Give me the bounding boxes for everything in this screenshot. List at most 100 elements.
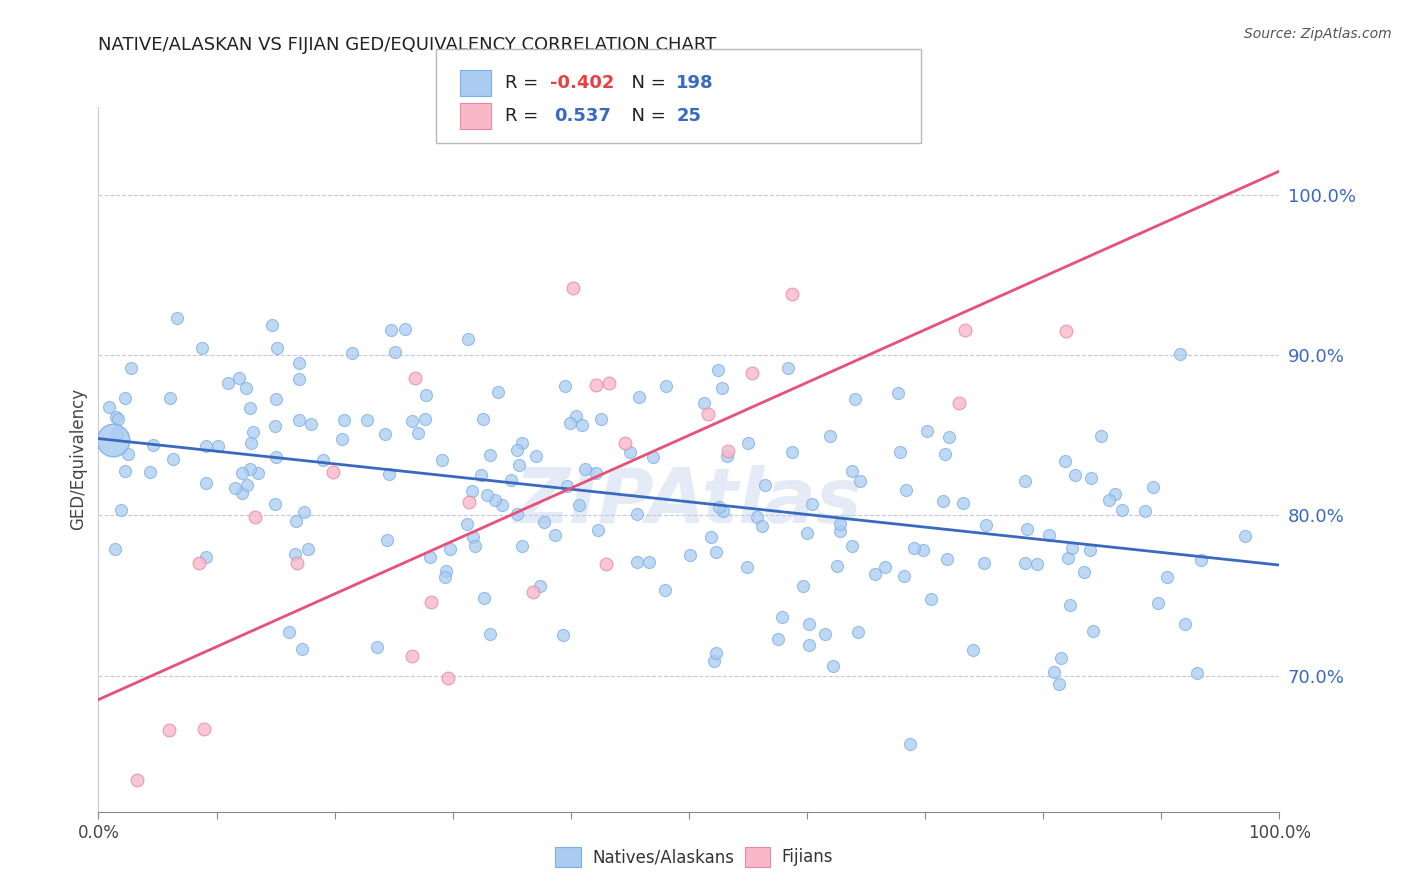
Point bbox=[936, 551, 959, 566]
Point bbox=[194, 549, 217, 564]
Point bbox=[735, 559, 758, 574]
Point bbox=[863, 566, 886, 581]
Point bbox=[841, 464, 863, 478]
Point bbox=[1054, 324, 1077, 338]
Point bbox=[1146, 596, 1168, 610]
Point bbox=[1059, 599, 1081, 613]
Point bbox=[342, 346, 364, 360]
Point bbox=[484, 493, 506, 508]
Point bbox=[107, 411, 129, 425]
Point bbox=[912, 542, 935, 557]
Point bbox=[655, 379, 678, 393]
Point bbox=[479, 627, 502, 641]
Point bbox=[491, 499, 513, 513]
Point bbox=[472, 591, 495, 605]
Point bbox=[820, 429, 842, 443]
Text: -0.402: -0.402 bbox=[550, 74, 614, 92]
Point bbox=[380, 323, 402, 337]
Point bbox=[716, 449, 738, 463]
Text: Fijians: Fijians bbox=[782, 848, 834, 866]
Point bbox=[120, 361, 142, 376]
Y-axis label: GED/Equivalency: GED/Equivalency bbox=[69, 388, 87, 531]
Point bbox=[458, 495, 481, 509]
Point bbox=[501, 473, 523, 487]
Point bbox=[1133, 504, 1156, 518]
Point bbox=[848, 474, 870, 488]
Point bbox=[1054, 454, 1077, 468]
Point bbox=[292, 505, 315, 519]
Point bbox=[114, 464, 136, 478]
Point bbox=[266, 450, 288, 465]
Point bbox=[193, 723, 215, 737]
Point bbox=[434, 565, 457, 579]
Point bbox=[571, 418, 593, 433]
Point bbox=[533, 515, 555, 529]
Point bbox=[1057, 550, 1080, 565]
Point bbox=[457, 332, 479, 346]
Point bbox=[239, 401, 262, 415]
Point bbox=[1187, 666, 1209, 681]
Point bbox=[1078, 542, 1101, 557]
Point bbox=[437, 671, 460, 685]
Point bbox=[98, 400, 121, 414]
Point bbox=[562, 281, 585, 295]
Point bbox=[1064, 467, 1087, 482]
Point bbox=[741, 366, 763, 380]
Point bbox=[827, 558, 849, 573]
Point bbox=[704, 545, 727, 559]
Point bbox=[288, 356, 311, 370]
Point bbox=[717, 444, 740, 458]
Point bbox=[287, 413, 309, 427]
Point bbox=[889, 445, 911, 459]
Point bbox=[311, 452, 333, 467]
Text: 25: 25 bbox=[676, 107, 702, 125]
Point bbox=[555, 479, 578, 493]
Point bbox=[356, 413, 378, 427]
Point bbox=[239, 436, 262, 450]
Point bbox=[401, 648, 423, 663]
Point bbox=[697, 407, 720, 421]
Text: R =: R = bbox=[505, 74, 544, 92]
Point bbox=[973, 556, 995, 570]
Point bbox=[287, 372, 309, 386]
Point bbox=[544, 528, 567, 542]
Point bbox=[510, 435, 533, 450]
Point bbox=[231, 486, 253, 500]
Text: 0.537: 0.537 bbox=[554, 107, 610, 125]
Point bbox=[1047, 677, 1070, 691]
Point bbox=[828, 524, 851, 538]
Point bbox=[641, 450, 664, 464]
Point bbox=[693, 395, 716, 409]
Point bbox=[893, 569, 915, 583]
Point bbox=[384, 344, 406, 359]
Point bbox=[264, 392, 287, 407]
Point bbox=[1111, 502, 1133, 516]
Point bbox=[585, 378, 607, 392]
Point bbox=[471, 412, 494, 426]
Text: N =: N = bbox=[620, 74, 672, 92]
Point bbox=[231, 466, 253, 480]
Point bbox=[619, 444, 641, 458]
Point bbox=[952, 496, 974, 510]
Point bbox=[589, 412, 612, 426]
Point bbox=[486, 385, 509, 400]
Point bbox=[1014, 474, 1036, 488]
Point bbox=[654, 582, 676, 597]
Point bbox=[962, 642, 984, 657]
Point bbox=[264, 419, 287, 434]
Point bbox=[243, 510, 266, 524]
Point bbox=[565, 409, 588, 424]
Point bbox=[887, 386, 910, 401]
Point bbox=[1174, 616, 1197, 631]
Point bbox=[801, 497, 824, 511]
Point bbox=[239, 462, 262, 476]
Point bbox=[1049, 651, 1071, 665]
Point bbox=[235, 381, 257, 395]
Point bbox=[707, 500, 730, 514]
Point bbox=[554, 379, 576, 393]
Point bbox=[1156, 570, 1178, 584]
Point bbox=[628, 390, 651, 404]
Point bbox=[297, 542, 319, 557]
Point bbox=[322, 465, 344, 479]
Point bbox=[114, 391, 136, 405]
